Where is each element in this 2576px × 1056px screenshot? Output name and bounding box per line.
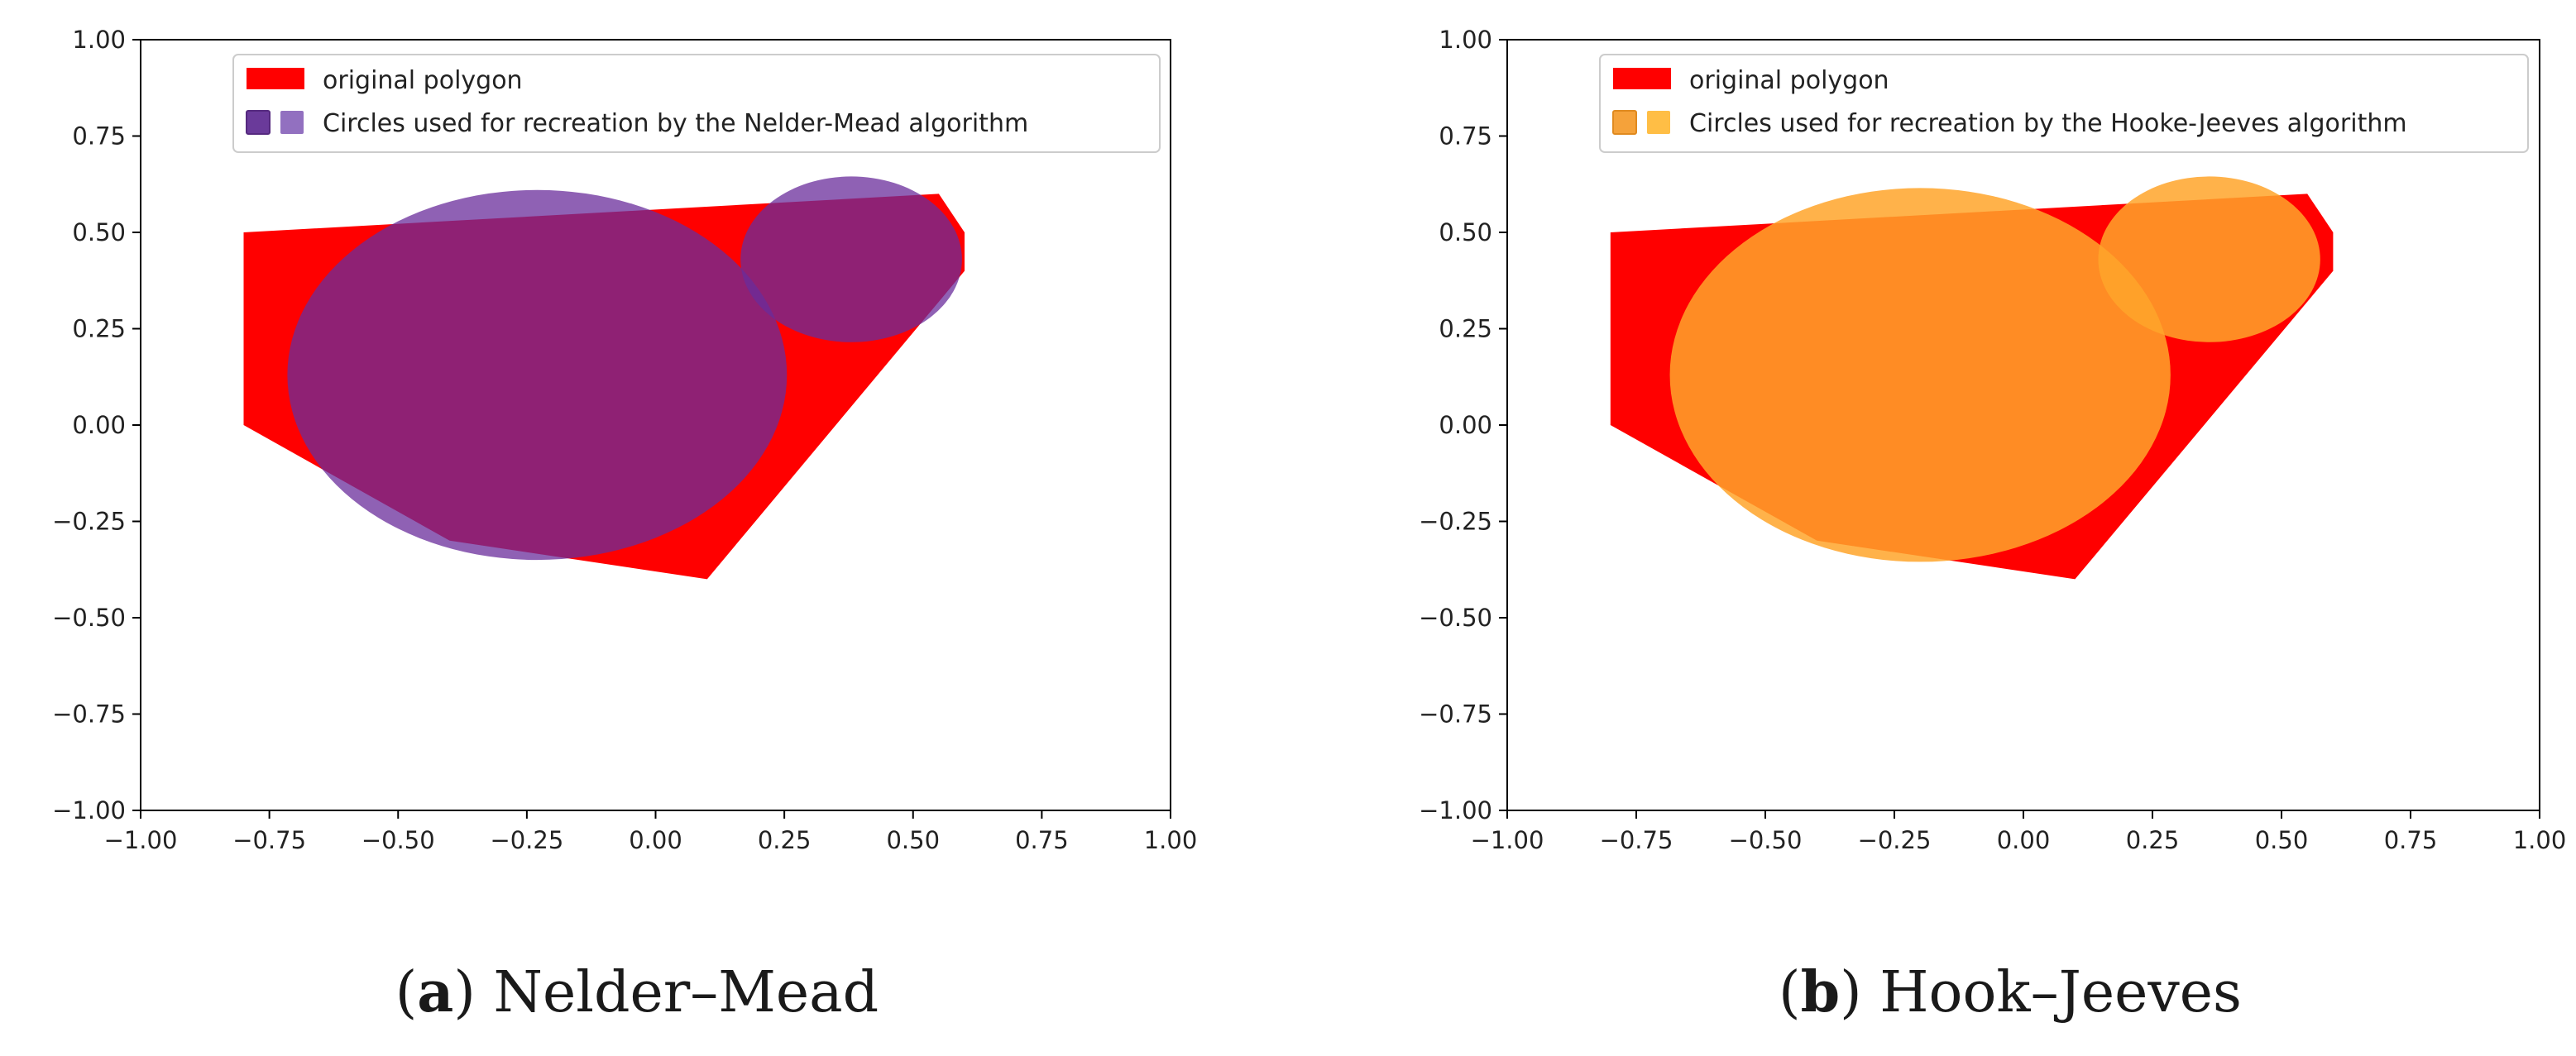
legend-circle-swatch-1 [246, 110, 271, 135]
recreation-circle-2 [2098, 176, 2320, 342]
y-tick-label: 0.00 [72, 411, 126, 439]
chart-hooke-jeeves: −1.00 −0.75 −0.50 −0.25 0.00 0.25 0.50 0.75 1.00… [1419, 26, 2566, 854]
y-tick-label: 0.25 [72, 315, 126, 343]
legend-circle-swatch-2 [280, 111, 304, 134]
caption-letter: (b) [1779, 959, 1862, 1025]
y-tick-label: −0.50 [52, 604, 126, 632]
caption-hooke-jeeves: (b) Hook–Jeeves [1779, 959, 2242, 1034]
x-tick-label: −0.50 [1729, 826, 1803, 854]
y-tick-label: −1.00 [1419, 796, 1492, 824]
caption-nelder-mead: (a) Nelder–Mead [389, 959, 885, 1034]
y-tick-label: −0.25 [1419, 508, 1492, 536]
x-tick-label: 0.25 [2126, 826, 2180, 854]
x-tick-label: 0.00 [1997, 826, 2051, 854]
y-tick-label: −0.25 [52, 508, 126, 536]
x-tick-label: 0.50 [886, 826, 940, 854]
y-tick-label: 0.50 [1439, 218, 1492, 246]
legend: original polygon Circles used for recreat… [232, 54, 1161, 153]
x-tick-label: −0.75 [232, 826, 306, 854]
x-tick-label: 0.75 [1015, 826, 1069, 854]
y-tick-label: 0.75 [1439, 122, 1492, 151]
y-tick-label: 0.75 [72, 122, 126, 151]
legend-box [1599, 54, 2529, 153]
legend-box [232, 54, 1161, 153]
legend-circles-label: Circles used for recreation by the Nelde… [323, 109, 1028, 138]
legend-circles-label: Circles used for recreation by the Hooke… [1689, 109, 2407, 138]
x-tick-label: −1.00 [1471, 826, 1544, 854]
chart-nelder-mead: −1.00 −0.75 −0.50 −0.25 0.00 0.25 0.50 0.75 1.00… [52, 26, 1197, 854]
y-tick-label: 1.00 [72, 26, 126, 54]
legend-polygon-swatch [247, 68, 304, 89]
x-tick-label: 0.75 [2384, 826, 2438, 854]
x-tick-label: 1.00 [2513, 826, 2567, 854]
legend-circle-swatch-2 [1647, 111, 1670, 134]
x-tick-label: 1.00 [1144, 826, 1198, 854]
legend-polygon-swatch [1613, 68, 1671, 89]
recreation-circle-1 [287, 189, 788, 561]
x-tick-label: 0.00 [629, 826, 682, 854]
y-tick-label: −0.75 [1419, 700, 1492, 729]
legend: original polygon Circles used for recreat… [1599, 54, 2529, 153]
recreation-circle-2 [740, 176, 962, 342]
x-tick-label: −0.50 [362, 826, 435, 854]
y-tick-label: 1.00 [1439, 26, 1492, 54]
x-tick-label: −1.00 [104, 826, 178, 854]
legend-circle-swatch-1 [1612, 110, 1637, 135]
x-tick-label: −0.75 [1600, 826, 1673, 854]
caption-letter: (a) [395, 959, 476, 1025]
legend-polygon-label: original polygon [1689, 66, 1889, 95]
x-tick-label: 0.50 [2255, 826, 2309, 854]
x-tick-label: −0.25 [490, 826, 563, 854]
x-tick-label: 0.25 [758, 826, 812, 854]
recreation-circle-1 [1669, 188, 2171, 562]
caption-text: Nelder–Mead [475, 960, 879, 1025]
y-tick-label: −0.50 [1419, 604, 1492, 632]
y-tick-label: 0.25 [1439, 315, 1492, 343]
y-tick-label: −0.75 [52, 700, 126, 729]
y-tick-label: 0.50 [72, 218, 126, 246]
caption-text: Hook–Jeeves [1861, 960, 2242, 1025]
y-tick-label: 0.00 [1439, 411, 1492, 439]
y-tick-label: −1.00 [52, 796, 126, 824]
x-tick-label: −0.25 [1858, 826, 1932, 854]
legend-polygon-label: original polygon [323, 66, 523, 95]
